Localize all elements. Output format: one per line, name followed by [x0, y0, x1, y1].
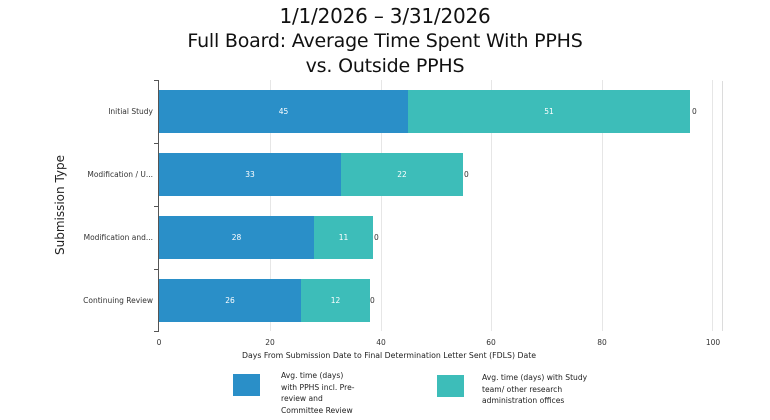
bar-total-label: 0 — [374, 233, 379, 242]
gridline-60 — [491, 80, 492, 331]
legend-line: review and — [281, 394, 323, 403]
y-tick — [154, 269, 159, 270]
bar-segment-outside[interactable]: 51 — [408, 90, 690, 133]
bar-segment-pphs[interactable]: 28 — [159, 216, 314, 259]
x-tick-label: 60 — [486, 338, 496, 347]
bar-row-initial-study: 45 51 — [159, 90, 690, 133]
legend-line: Avg. time (days) — [281, 371, 344, 380]
y-tick — [154, 331, 159, 332]
bar-total-label: 0 — [370, 296, 375, 305]
bar-segment-outside[interactable]: 22 — [341, 153, 463, 196]
category-label-modification-and: Modification and... — [83, 233, 153, 242]
legend-label-outside[interactable]: Avg. time (days) with Study team/ other … — [482, 372, 587, 407]
legend-swatch-outside[interactable] — [437, 375, 464, 397]
x-tick-label: 0 — [156, 338, 162, 347]
bar-segment-pphs[interactable]: 26 — [159, 279, 301, 322]
title-sub: vs. Outside PPHS — [305, 55, 465, 77]
bar-segment-outside[interactable]: 12 — [301, 279, 370, 322]
legend-label-pphs[interactable]: Avg. time (days) with PPHS incl. Pre- re… — [281, 370, 354, 416]
title-main: Full Board: Average Time Spent With PPHS — [187, 30, 583, 52]
bar-row-modification-u: 33 22 — [159, 153, 463, 196]
x-tick-label: 100 — [705, 338, 721, 347]
legend-line: with PPHS incl. Pre- — [281, 382, 355, 392]
y-axis-label: Submission Type — [53, 154, 67, 256]
x-axis-label: Days From Submission Date to Final Deter… — [242, 351, 537, 360]
bar-segment-pphs[interactable]: 45 — [159, 90, 408, 133]
y-axis-line — [158, 80, 159, 331]
bar-total-label: 0 — [464, 170, 469, 179]
right-axis-line — [722, 81, 723, 331]
y-tick — [154, 206, 159, 207]
legend-line: administration offices — [482, 396, 565, 405]
bar-row-continuing-review: 26 12 — [159, 279, 370, 322]
bar-total-label: 0 — [692, 107, 697, 116]
legend-line: team/ other research — [482, 384, 563, 394]
bar-row-modification-and: 28 11 — [159, 216, 373, 259]
gridline-40 — [381, 80, 382, 331]
gridline-80 — [602, 80, 603, 331]
category-label-continuing-review: Continuing Review — [83, 296, 153, 305]
x-tick-label: 80 — [597, 338, 607, 347]
chart-title: 1/1/2026 – 3/31/2026 Full Board: Average… — [0, 4, 770, 79]
legend-line: Committee Review — [281, 405, 353, 415]
gridline-100 — [712, 80, 713, 331]
bar-segment-outside[interactable]: 11 — [314, 216, 373, 259]
y-tick — [154, 143, 159, 144]
y-tick — [154, 80, 159, 81]
category-label-initial-study: Initial Study — [108, 107, 153, 116]
legend-swatch-pphs[interactable] — [233, 374, 260, 396]
bar-segment-pphs[interactable]: 33 — [159, 153, 341, 196]
title-date-range: 1/1/2026 – 3/31/2026 — [279, 4, 491, 28]
category-label-modification-u: Modification / U... — [87, 170, 153, 179]
plot-area — [159, 80, 713, 331]
x-tick-label: 40 — [376, 338, 386, 347]
x-tick-label: 20 — [265, 338, 275, 347]
gridline-20 — [270, 80, 271, 331]
legend-line: Avg. time (days) with Study — [482, 373, 588, 382]
